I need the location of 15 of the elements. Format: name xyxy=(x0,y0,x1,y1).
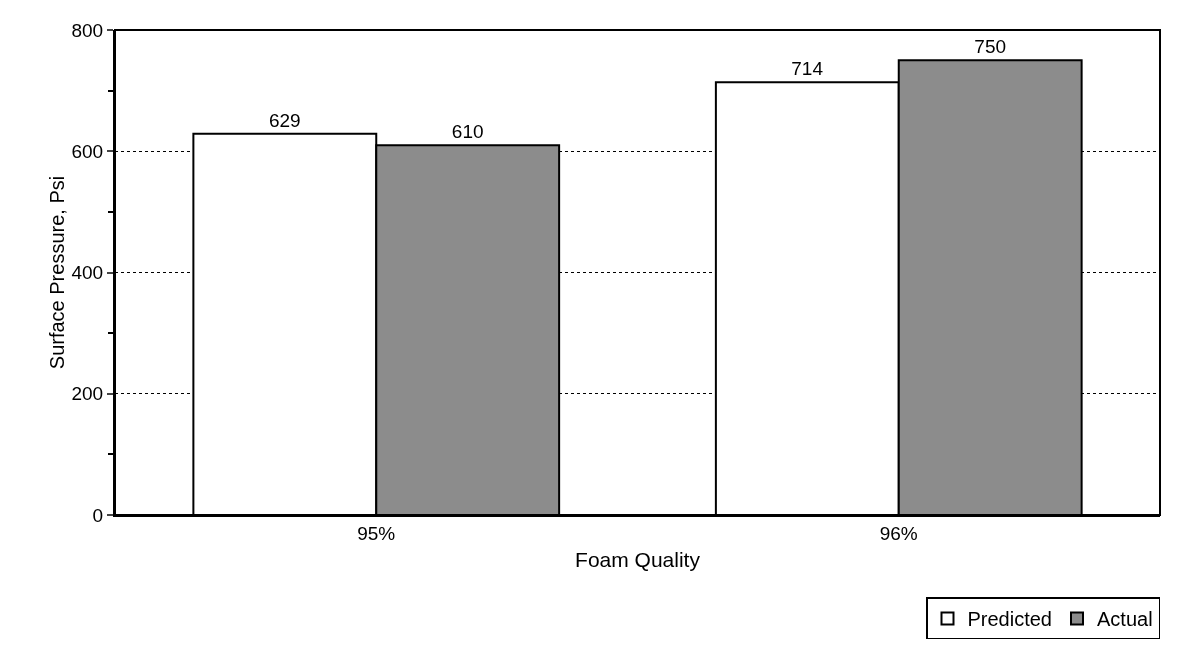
legend-label: Actual xyxy=(1097,608,1153,631)
x-axis-title: Foam Quality xyxy=(575,548,701,572)
y-tick-label: 600 xyxy=(71,140,104,162)
y-tick-label: 200 xyxy=(71,383,104,405)
y-axis-title: Surface Pressure, Psi xyxy=(46,175,68,370)
data-label: 610 xyxy=(451,121,484,143)
y-tick-label: 800 xyxy=(71,19,104,41)
x-tick-label: 95% xyxy=(357,522,396,544)
y-tick-label: 400 xyxy=(71,262,104,284)
y-tick-label: 0 xyxy=(92,504,104,526)
data-label: 629 xyxy=(268,109,301,131)
legend-label: Predicted xyxy=(967,608,1052,631)
data-label: 750 xyxy=(974,36,1007,58)
data-label: 714 xyxy=(791,58,824,80)
x-tick-label: 96% xyxy=(879,522,918,544)
